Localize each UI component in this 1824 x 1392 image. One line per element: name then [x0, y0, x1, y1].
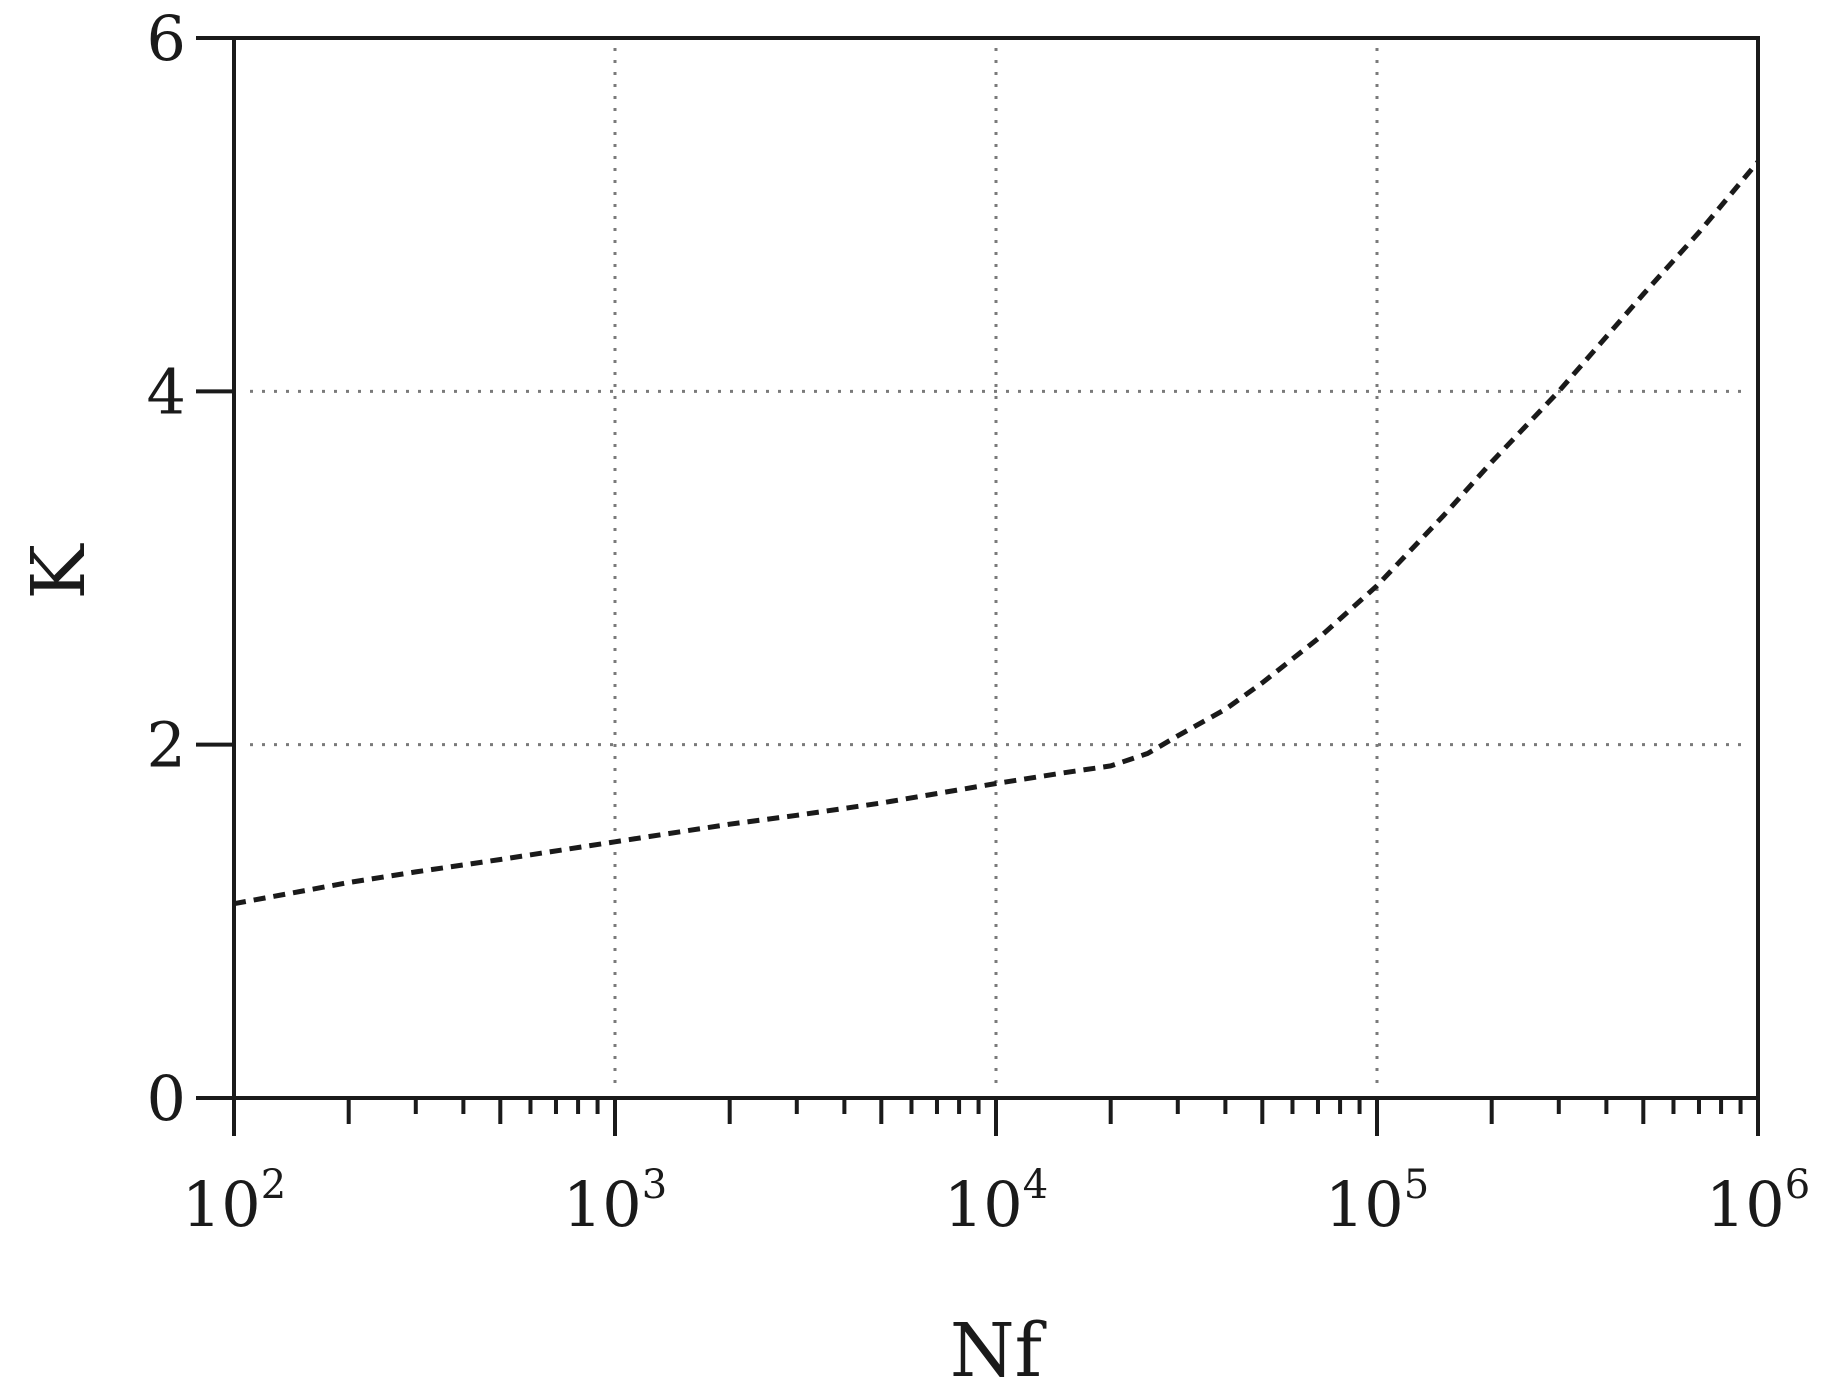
- x-axis: 102 103 104 105 106: [182, 1098, 1810, 1241]
- grid-lines: [250, 48, 1750, 1092]
- x-axis-title: Nf: [950, 1308, 1047, 1392]
- series-line: [233, 160, 1760, 907]
- y-axis-title: K: [16, 543, 102, 600]
- x-tick-label: 104: [944, 1162, 1048, 1241]
- y-tick-label: 4: [147, 355, 186, 428]
- y-tick-label: 2: [147, 709, 186, 782]
- x-tick-label: 103: [563, 1162, 667, 1241]
- series-layer: [233, 160, 1760, 907]
- x-tick-label: 102: [182, 1162, 286, 1241]
- y-tick-label: 0: [147, 1062, 186, 1135]
- y-axis: 0 2 4 6: [147, 2, 234, 1135]
- x-tick-label: 105: [1325, 1162, 1429, 1241]
- x-tick-label: 106: [1706, 1162, 1810, 1241]
- y-tick-label: 6: [147, 2, 186, 75]
